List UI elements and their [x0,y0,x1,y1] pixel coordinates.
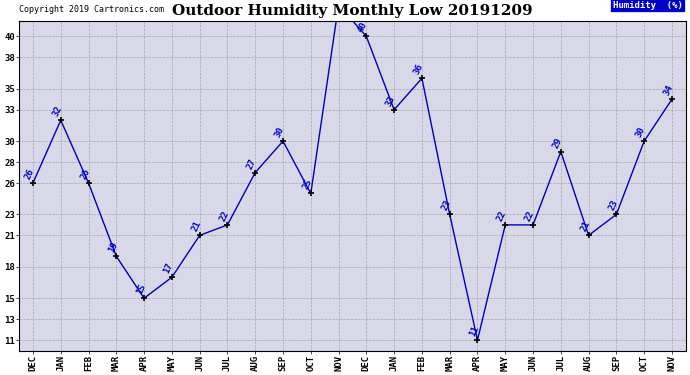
Text: 26: 26 [23,167,36,181]
Text: 23: 23 [440,199,453,212]
Text: 33: 33 [384,94,397,108]
Text: 32: 32 [51,105,63,118]
Text: 34: 34 [662,84,675,97]
Text: 19: 19 [106,241,119,254]
Text: 29: 29 [551,136,564,149]
Text: Humidity  (%): Humidity (%) [613,0,682,9]
Text: 22: 22 [523,209,536,223]
Text: 21: 21 [190,220,203,233]
Text: 22: 22 [495,209,509,223]
Text: 22: 22 [218,209,230,223]
Text: 11: 11 [468,324,480,338]
Text: 25: 25 [301,178,314,191]
Text: 23: 23 [607,199,620,212]
Text: 30: 30 [634,125,647,139]
Text: 27: 27 [246,157,258,170]
Text: 21: 21 [579,220,591,233]
Text: 26: 26 [79,167,92,181]
Text: 30: 30 [273,125,286,139]
Text: 36: 36 [412,63,425,76]
Text: 17: 17 [162,261,175,275]
Text: 15: 15 [135,282,147,296]
Text: Copyright 2019 Cartronics.com: Copyright 2019 Cartronics.com [19,5,164,14]
Text: 40: 40 [357,21,369,34]
Title: Outdoor Humidity Monthly Low 20191209: Outdoor Humidity Monthly Low 20191209 [172,4,533,18]
Text: 43: 43 [0,374,1,375]
